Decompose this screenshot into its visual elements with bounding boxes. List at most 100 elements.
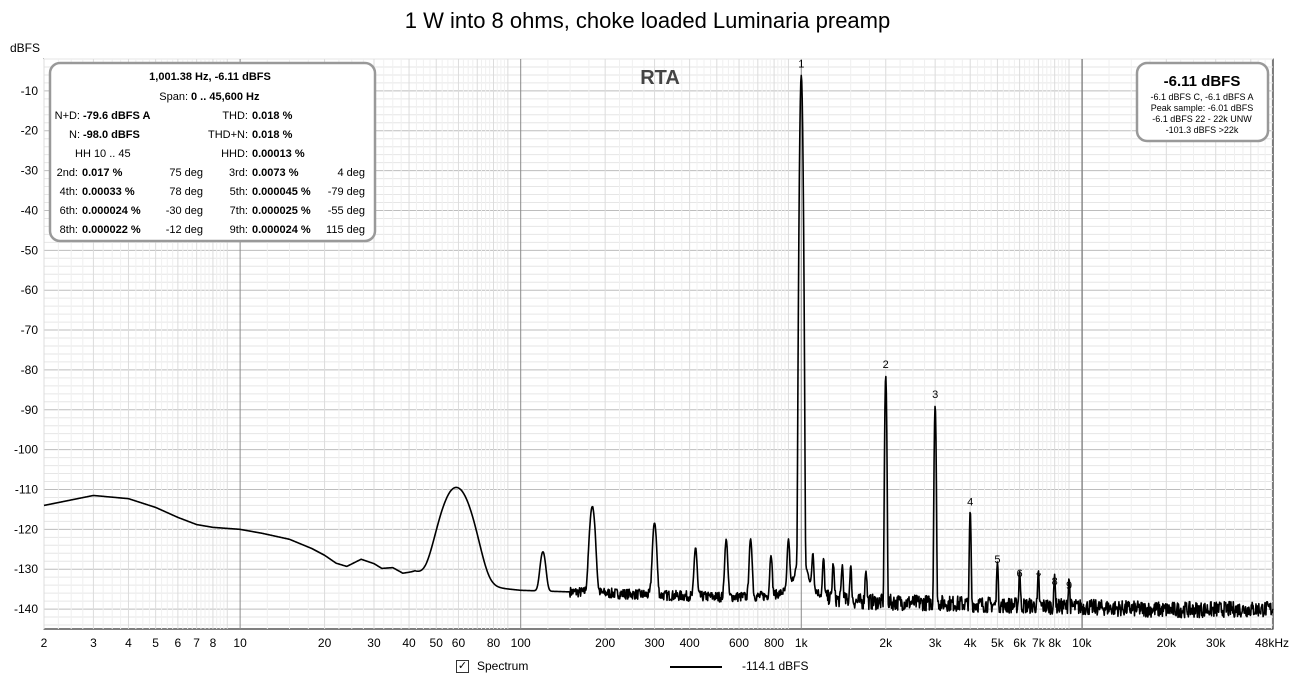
spectrum-checkbox-label[interactable]: Spectrum <box>477 659 529 673</box>
harmonic-value: 0.017 % <box>82 167 123 179</box>
info-thd-label: THD: <box>222 110 248 122</box>
harmonic-phase: -12 deg <box>166 224 203 236</box>
y-tick-label: -40 <box>21 203 39 217</box>
x-tick-label: 6 <box>175 636 182 650</box>
level-line: -101.3 dBFS >22k <box>1166 125 1239 135</box>
y-axis: -10 -20 -30 -40 -50 -60 -70 -80 -90 -100 -110 -120 -… <box>14 84 38 616</box>
spectrum-checkbox[interactable]: ✓ <box>456 660 469 673</box>
harmonic-value: 0.000024 % <box>82 205 141 217</box>
y-tick-label: -20 <box>21 124 39 138</box>
harmonic-rows: 2nd: 0.017 % 75 deg 3rd: 0.0073 % 4 deg 4th: 0.… <box>57 167 365 236</box>
harmonic-value: 0.00033 % <box>82 186 135 198</box>
x-tick-label: 1k <box>795 636 809 650</box>
harmonic-phase: 78 deg <box>169 186 203 198</box>
x-tick-label: 400 <box>680 636 700 650</box>
x-tick-label: 30k <box>1206 636 1226 650</box>
x-tick-label: 8k <box>1048 636 1062 650</box>
harmonic-markers: 1 2 3 4 5 6 7 8 9 <box>798 58 1072 592</box>
x-tick-label: 10k <box>1072 636 1092 650</box>
harmonic-value: 0.000024 % <box>252 224 311 236</box>
info-span-label: Span: <box>159 91 188 103</box>
level-line: -6.1 dBFS C, -6.1 dBFS A <box>1150 92 1253 102</box>
harmonic-value: 0.000025 % <box>252 205 311 217</box>
info-thdn-label: THD+N: <box>208 129 248 141</box>
x-tick-label: 7 <box>193 636 200 650</box>
x-tick-label: 5 <box>152 636 159 650</box>
info-hhd-value: 0.00013 % <box>252 148 305 160</box>
info-nd-label: N+D: <box>55 110 80 122</box>
harmonic-marker-label: 6 <box>1017 568 1023 580</box>
y-tick-label: -70 <box>21 323 39 337</box>
x-tick-label: 6k <box>1013 636 1027 650</box>
harmonic-phase: -30 deg <box>166 205 203 217</box>
x-tick-label: 200 <box>595 636 615 650</box>
x-tick-label: 3 <box>90 636 97 650</box>
x-tick-label: 600 <box>729 636 749 650</box>
harmonic-phase: -55 deg <box>328 205 365 217</box>
x-tick-label: 4 <box>125 636 132 650</box>
y-tick-label: -110 <box>15 482 38 496</box>
x-tick-label: 2k <box>879 636 893 650</box>
harmonic-value: 0.000022 % <box>82 224 141 236</box>
info-hhd-label: HHD: <box>221 148 248 160</box>
y-tick-label: -100 <box>14 443 38 457</box>
y-tick-label: -120 <box>14 522 38 536</box>
info-n-label: N: <box>69 129 80 141</box>
harmonic-marker-label: 3 <box>932 389 938 401</box>
level-meter-box[interactable]: -6.11 dBFS -6.1 dBFS C, -6.1 dBFS A Peak… <box>1135 61 1270 143</box>
harmonic-label: 3rd: <box>229 167 248 179</box>
x-tick-label: 5k <box>991 636 1005 650</box>
x-axis: 2 3 4 5 6 7 8 10 20 30 40 50 60 80 100 200 300 400 600 800 1… <box>41 636 1289 650</box>
x-tick-label: 100 <box>511 636 531 650</box>
x-tick-label: 2 <box>41 636 48 650</box>
harmonic-label: 9th: <box>230 224 248 236</box>
x-tick-label: 30 <box>367 636 381 650</box>
legend-line-swatch <box>670 666 722 668</box>
measurement-info-box[interactable]: 1,001.38 Hz, -6.11 dBFS Span: 0 .. 45,60… <box>48 61 377 243</box>
harmonic-phase: 75 deg <box>169 167 203 179</box>
harmonic-phase: -79 deg <box>328 186 365 198</box>
level-line: Peak sample: -6.01 dBFS <box>1151 103 1254 113</box>
x-tick-label: 20 <box>318 636 332 650</box>
x-tick-label: 50 <box>430 636 444 650</box>
harmonic-label: 5th: <box>230 186 248 198</box>
harmonic-value: 0.000045 % <box>252 186 311 198</box>
harmonic-marker-label: 9 <box>1066 580 1072 592</box>
legend-line-value: -114.1 dBFS <box>742 659 809 673</box>
x-tick-label: 80 <box>487 636 501 650</box>
y-tick-label: -90 <box>21 403 39 417</box>
x-tick-label: 7k <box>1032 636 1046 650</box>
x-tick-label: 4k <box>964 636 978 650</box>
info-nd-value: -79.6 dBFS A <box>83 110 150 122</box>
x-tick-label: 3k <box>929 636 943 650</box>
harmonic-marker-label: 1 <box>798 58 804 70</box>
level-line: -6.1 dBFS 22 - 22k UNW <box>1152 114 1252 124</box>
x-tick-label: 60 <box>452 636 466 650</box>
y-tick-label: -50 <box>21 243 39 257</box>
harmonic-value: 0.0073 % <box>252 167 299 179</box>
harmonic-label: 6th: <box>60 205 78 217</box>
x-tick-label: 10 <box>233 636 247 650</box>
info-hh-label: HH 10 .. 45 <box>75 148 131 160</box>
x-tick-label: 300 <box>645 636 665 650</box>
harmonic-marker-label: 8 <box>1052 576 1058 588</box>
harmonic-phase: 115 deg <box>326 224 365 236</box>
info-fundamental: 1,001.38 Hz, -6.11 dBFS <box>149 71 271 83</box>
harmonic-label: 2nd: <box>57 167 78 179</box>
y-tick-label: -140 <box>14 602 38 616</box>
info-n-value: -98.0 dBFS <box>83 129 140 141</box>
y-tick-label: -60 <box>21 283 39 297</box>
harmonic-phase: 4 deg <box>337 167 365 179</box>
x-tick-label: 48kHz <box>1255 636 1289 650</box>
harmonic-marker-label: 4 <box>967 496 973 508</box>
info-thdn-value: 0.018 % <box>252 129 293 141</box>
harmonic-label: 8th: <box>60 224 78 236</box>
harmonic-marker-label: 5 <box>994 554 1000 566</box>
x-tick-label: 40 <box>402 636 416 650</box>
y-tick-label: -80 <box>21 363 39 377</box>
info-thd-value: 0.018 % <box>252 110 293 122</box>
y-axis-label: dBFS <box>10 41 40 55</box>
harmonic-marker-label: 2 <box>883 359 889 371</box>
x-tick-label: 8 <box>210 636 217 650</box>
